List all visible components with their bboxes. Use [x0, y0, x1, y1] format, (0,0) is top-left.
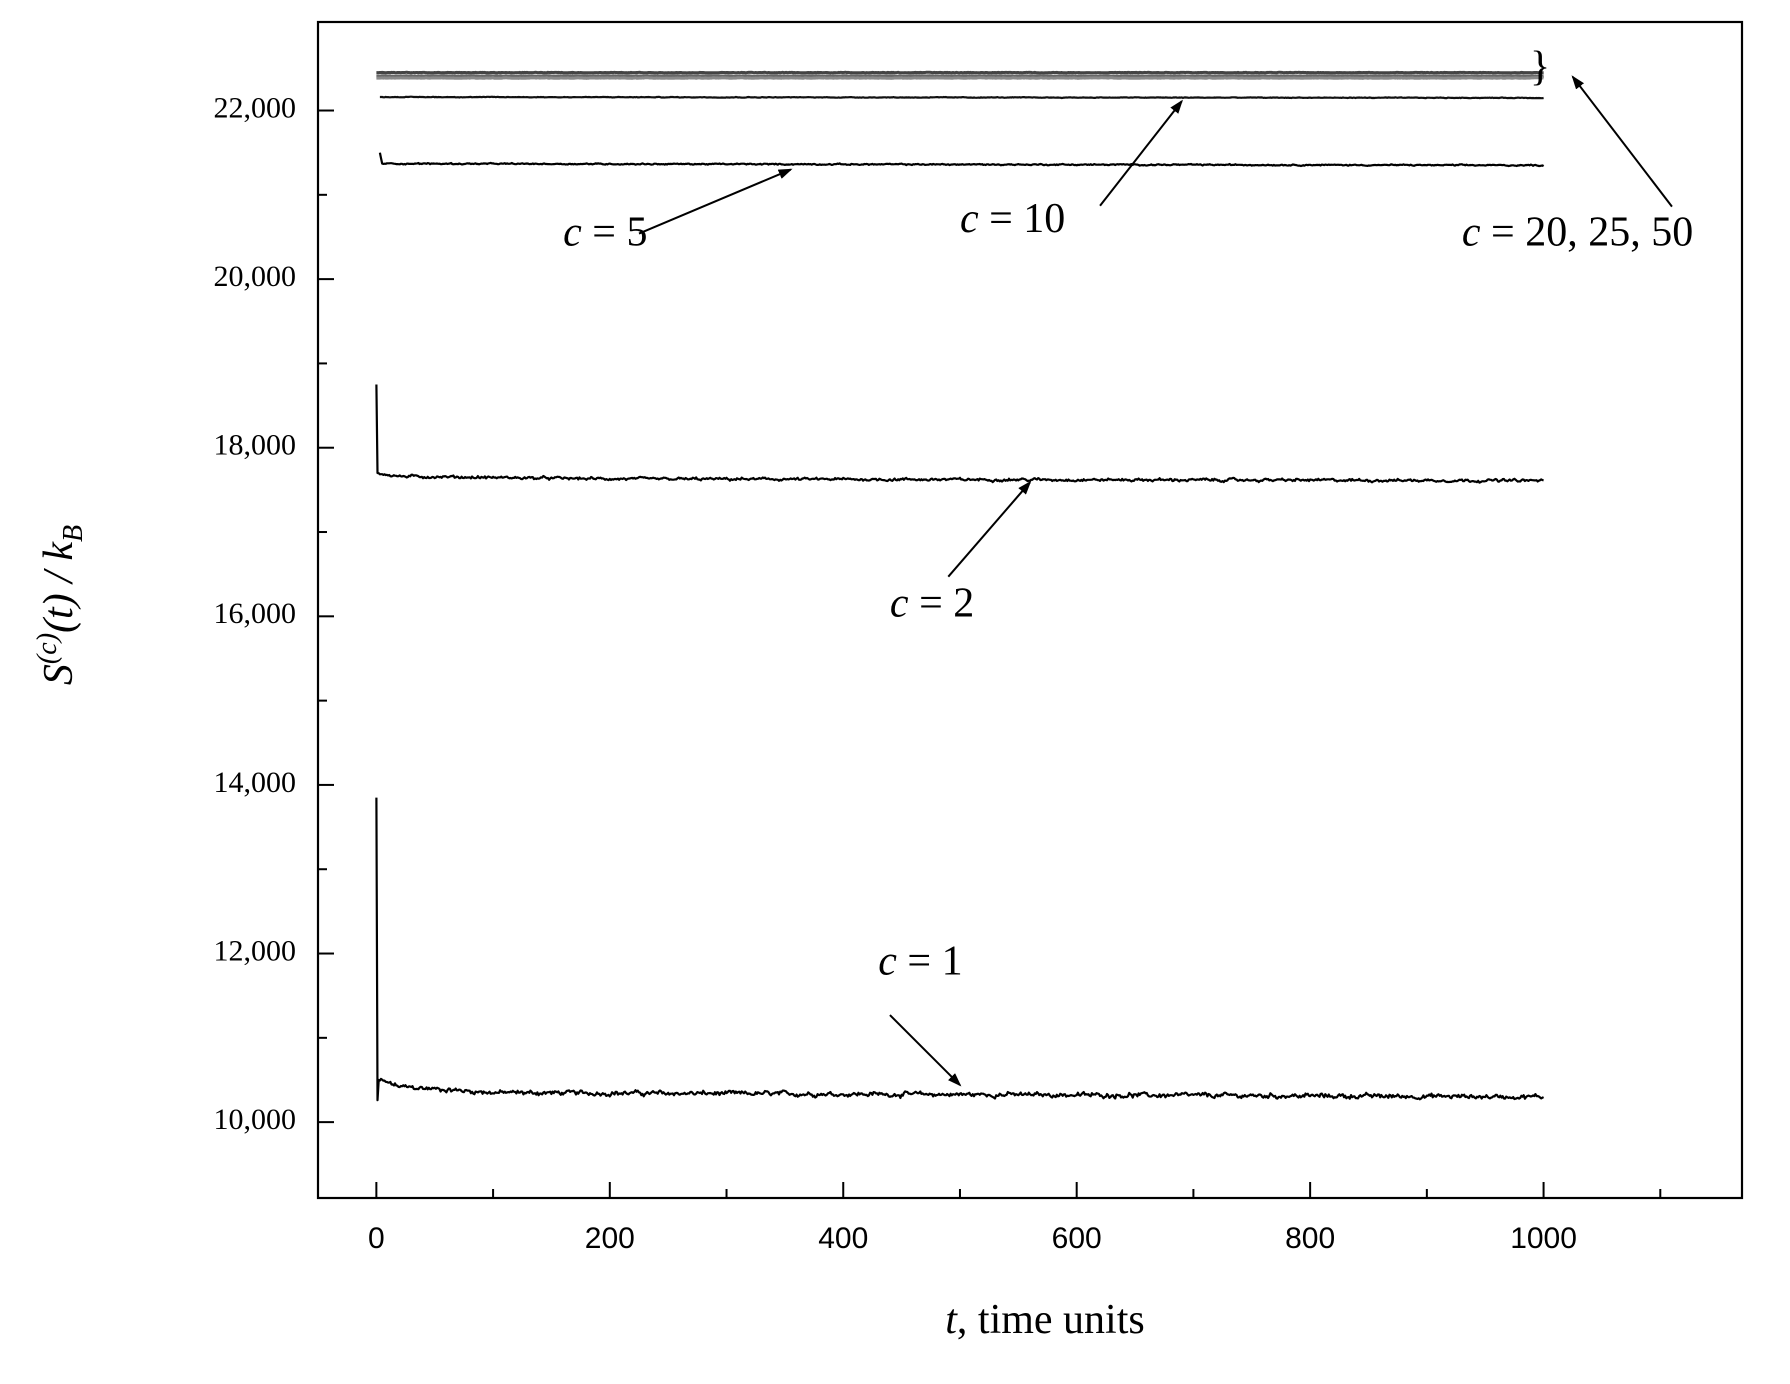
ticks-layer: 0 200 400 600 800 1000 10,000 12,000 14,000 16,00… [214, 91, 1662, 1255]
x-tick-label: 0 [368, 1222, 385, 1255]
x-tick-label: 400 [818, 1222, 868, 1255]
annotation-arrow [1099, 99, 1183, 207]
series-c2 [375, 384, 1544, 484]
x-tick-label: 600 [1052, 1222, 1102, 1255]
x-tick-label: 200 [585, 1222, 635, 1255]
y-tick-label: 12,000 [214, 934, 297, 967]
x-tick-label: 800 [1285, 1222, 1335, 1255]
annotation-label: c = 2 [890, 580, 974, 626]
y-tick-label: 22,000 [214, 91, 297, 124]
annotation-arrow [947, 480, 1032, 578]
y-tick-label: 16,000 [214, 597, 297, 630]
x-tick-label: 1000 [1510, 1222, 1577, 1255]
annotation-label: c = 10 [960, 196, 1065, 242]
series-layer [375, 70, 1545, 1102]
series-c1 [375, 797, 1545, 1102]
annotation-arrow [638, 168, 793, 235]
series-c25 [376, 74, 1544, 78]
annotation-label: c = 1 [878, 939, 962, 985]
y-tick-label: 10,000 [214, 1103, 297, 1136]
plot-frame [316, 20, 1744, 1200]
y-axis-title: S(c)(t) / kB [32, 525, 89, 685]
y-tick-label: 14,000 [214, 766, 297, 799]
y-tick-label: 20,000 [214, 260, 297, 293]
series-c20 [376, 70, 1544, 75]
series-c50 [376, 76, 1544, 80]
y-tick-label: 18,000 [214, 429, 297, 462]
annotation-layer: c = 1 c = 2 c = 5 c = 10 c = 20, 25, 50 [563, 75, 1693, 1087]
series-c10 [379, 95, 1544, 100]
x-axis-title: t, time units [945, 1297, 1145, 1343]
annotation-label: c = 20, 25, 50 [1462, 209, 1693, 255]
annotation-arrow [1571, 75, 1673, 208]
brace-label: } [1530, 44, 1550, 90]
annotation-arrow [889, 1014, 962, 1087]
annotation-label: c = 5 [563, 209, 647, 255]
series-c5 [378, 152, 1545, 168]
